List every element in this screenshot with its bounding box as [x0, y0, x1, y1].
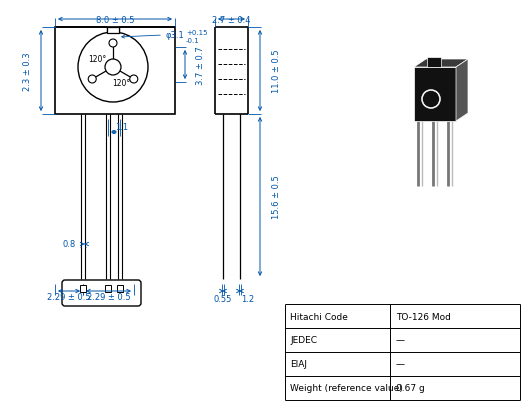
Polygon shape — [456, 60, 468, 122]
Text: 2.7 ± 0.4: 2.7 ± 0.4 — [212, 15, 251, 24]
Text: 1.1: 1.1 — [115, 122, 129, 131]
Text: 0.8: 0.8 — [62, 240, 75, 249]
Bar — [427, 58, 441, 68]
Text: JEDEC: JEDEC — [290, 336, 317, 345]
Text: 0.55: 0.55 — [214, 295, 232, 304]
Circle shape — [78, 33, 148, 103]
Text: Weight (reference value): Weight (reference value) — [290, 384, 403, 392]
Text: —: — — [396, 360, 405, 369]
FancyBboxPatch shape — [62, 280, 141, 306]
Text: +0.15: +0.15 — [186, 30, 208, 36]
Circle shape — [88, 76, 96, 84]
Text: —: — — [396, 336, 405, 345]
Text: 11.0 ± 0.5: 11.0 ± 0.5 — [271, 50, 280, 93]
Bar — [117, 285, 123, 292]
Bar — [105, 285, 111, 292]
Text: 120°: 120° — [112, 79, 130, 88]
Polygon shape — [414, 68, 456, 122]
Text: 2.3 ± 0.3: 2.3 ± 0.3 — [22, 52, 31, 90]
Bar — [80, 285, 86, 292]
Text: Hitachi Code: Hitachi Code — [290, 312, 348, 321]
Text: TO-126 Mod: TO-126 Mod — [396, 312, 451, 321]
Text: 3.7 ± 0.7: 3.7 ± 0.7 — [195, 46, 204, 85]
Text: -0.1: -0.1 — [186, 38, 200, 44]
Bar — [55, 28, 175, 115]
Polygon shape — [414, 60, 468, 68]
Circle shape — [105, 60, 121, 76]
Text: φ3.1: φ3.1 — [165, 31, 184, 40]
Text: EIAJ: EIAJ — [290, 360, 307, 369]
Text: 2.29 ± 0.5: 2.29 ± 0.5 — [87, 293, 130, 302]
Text: 8.0 ± 0.5: 8.0 ± 0.5 — [96, 15, 134, 24]
Text: 0.67 g: 0.67 g — [396, 384, 425, 392]
Text: 15.6 ± 0.5: 15.6 ± 0.5 — [271, 175, 280, 219]
Text: 1.2: 1.2 — [242, 295, 254, 304]
Text: 120°: 120° — [88, 55, 106, 64]
Circle shape — [422, 91, 440, 109]
Circle shape — [130, 76, 138, 84]
Circle shape — [109, 40, 117, 48]
Text: 2.29 ± 0.5: 2.29 ± 0.5 — [47, 293, 91, 302]
Bar — [107, 28, 119, 34]
